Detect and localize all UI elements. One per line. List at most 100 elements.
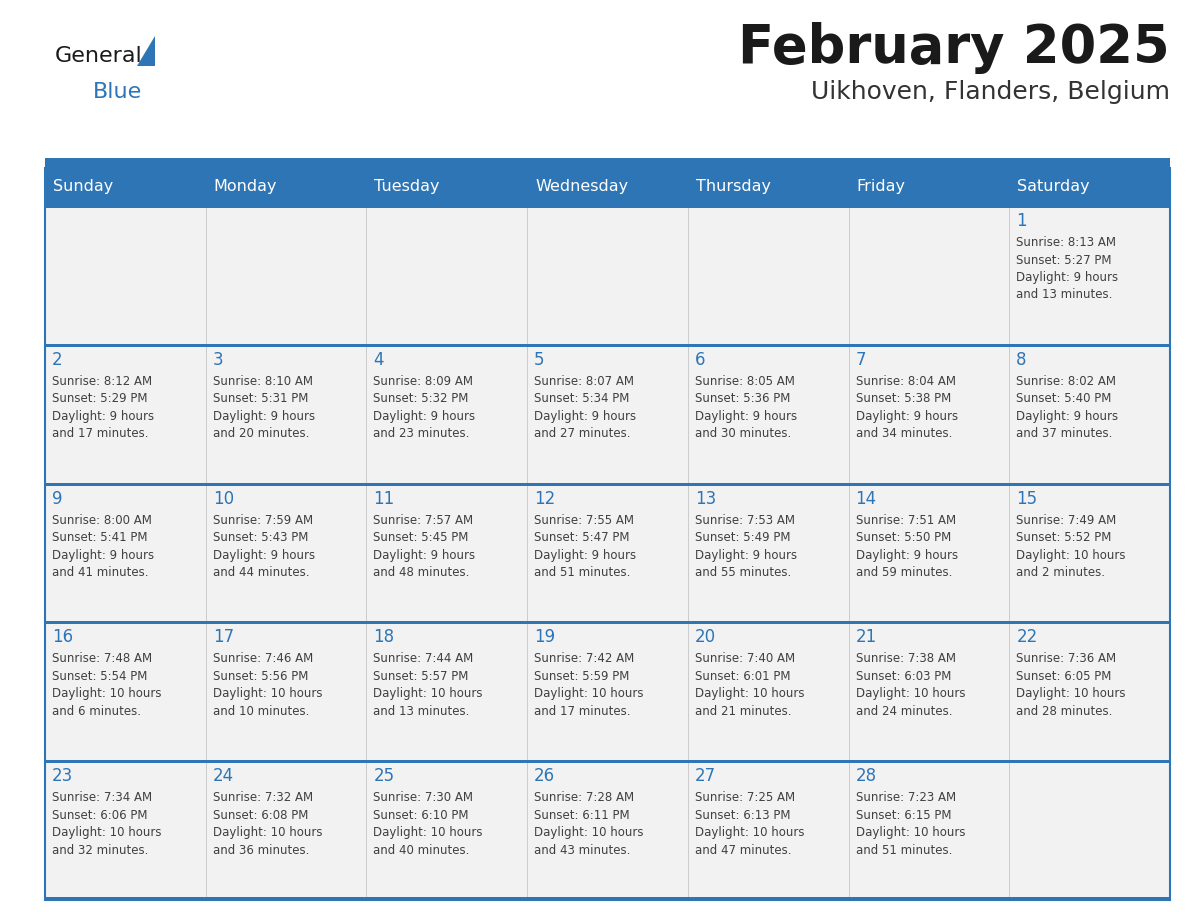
Text: Sunrise: 7:59 AM: Sunrise: 7:59 AM <box>213 513 312 527</box>
Text: and 40 minutes.: and 40 minutes. <box>373 844 469 856</box>
Text: Sunrise: 8:00 AM: Sunrise: 8:00 AM <box>52 513 152 527</box>
Bar <box>45 897 1170 900</box>
Text: Sunset: 5:52 PM: Sunset: 5:52 PM <box>1016 532 1112 544</box>
Text: Sunset: 6:10 PM: Sunset: 6:10 PM <box>373 809 469 822</box>
Text: Daylight: 10 hours: Daylight: 10 hours <box>213 688 322 700</box>
Text: Sunrise: 7:57 AM: Sunrise: 7:57 AM <box>373 513 474 527</box>
Text: Sunset: 5:40 PM: Sunset: 5:40 PM <box>1016 392 1112 406</box>
Text: Daylight: 9 hours: Daylight: 9 hours <box>373 409 475 423</box>
Bar <box>366 206 527 345</box>
Text: and 28 minutes.: and 28 minutes. <box>1016 705 1113 718</box>
Text: Sunday: Sunday <box>53 180 113 195</box>
Bar <box>366 622 527 761</box>
Text: Sunrise: 7:55 AM: Sunrise: 7:55 AM <box>535 513 634 527</box>
Bar <box>45 483 1170 486</box>
Text: 15: 15 <box>1016 489 1037 508</box>
Bar <box>45 622 206 761</box>
Text: 14: 14 <box>855 489 877 508</box>
Bar <box>206 484 366 622</box>
Text: 28: 28 <box>855 767 877 785</box>
Text: 19: 19 <box>535 629 555 646</box>
Bar <box>45 344 1170 347</box>
Text: Sunrise: 7:30 AM: Sunrise: 7:30 AM <box>373 791 474 804</box>
Bar <box>45 158 1170 168</box>
Text: and 37 minutes.: and 37 minutes. <box>1016 427 1113 441</box>
Text: and 32 minutes.: and 32 minutes. <box>52 844 148 856</box>
Bar <box>1010 206 1170 345</box>
Bar <box>527 345 688 484</box>
Text: Sunrise: 8:05 AM: Sunrise: 8:05 AM <box>695 375 795 387</box>
Text: Daylight: 10 hours: Daylight: 10 hours <box>213 826 322 839</box>
Text: and 20 minutes.: and 20 minutes. <box>213 427 309 441</box>
Text: Sunrise: 8:10 AM: Sunrise: 8:10 AM <box>213 375 312 387</box>
Bar <box>688 761 848 900</box>
Text: Daylight: 9 hours: Daylight: 9 hours <box>855 549 958 562</box>
Bar <box>1010 168 1170 206</box>
Text: and 13 minutes.: and 13 minutes. <box>1016 288 1113 301</box>
Text: Sunrise: 7:51 AM: Sunrise: 7:51 AM <box>855 513 955 527</box>
Text: and 48 minutes.: and 48 minutes. <box>373 566 469 579</box>
Text: Sunrise: 7:48 AM: Sunrise: 7:48 AM <box>52 653 152 666</box>
Text: Daylight: 10 hours: Daylight: 10 hours <box>52 688 162 700</box>
Text: 7: 7 <box>855 351 866 369</box>
Text: Wednesday: Wednesday <box>535 180 628 195</box>
Polygon shape <box>137 36 154 66</box>
Text: Sunrise: 7:42 AM: Sunrise: 7:42 AM <box>535 653 634 666</box>
Bar <box>848 622 1010 761</box>
Text: 24: 24 <box>213 767 234 785</box>
Text: and 51 minutes.: and 51 minutes. <box>855 844 952 856</box>
Text: Sunrise: 7:25 AM: Sunrise: 7:25 AM <box>695 791 795 804</box>
Bar <box>45 168 206 206</box>
Text: Sunset: 5:27 PM: Sunset: 5:27 PM <box>1016 253 1112 266</box>
Text: Daylight: 9 hours: Daylight: 9 hours <box>52 549 154 562</box>
Text: Sunrise: 7:53 AM: Sunrise: 7:53 AM <box>695 513 795 527</box>
Text: Sunrise: 8:09 AM: Sunrise: 8:09 AM <box>373 375 474 387</box>
Text: and 59 minutes.: and 59 minutes. <box>855 566 952 579</box>
Text: and 2 minutes.: and 2 minutes. <box>1016 566 1105 579</box>
Text: Daylight: 9 hours: Daylight: 9 hours <box>695 549 797 562</box>
Text: 26: 26 <box>535 767 555 785</box>
Text: Blue: Blue <box>93 82 143 102</box>
Bar <box>45 205 1170 208</box>
Text: Sunset: 5:31 PM: Sunset: 5:31 PM <box>213 392 308 406</box>
Text: Friday: Friday <box>857 180 905 195</box>
Text: February 2025: February 2025 <box>739 22 1170 74</box>
Text: 6: 6 <box>695 351 706 369</box>
Bar <box>688 168 848 206</box>
Text: 1: 1 <box>1016 212 1026 230</box>
Bar <box>1010 484 1170 622</box>
Bar <box>45 760 1170 763</box>
Text: Daylight: 10 hours: Daylight: 10 hours <box>52 826 162 839</box>
Text: Sunset: 6:11 PM: Sunset: 6:11 PM <box>535 809 630 822</box>
Text: Daylight: 10 hours: Daylight: 10 hours <box>535 826 644 839</box>
Text: Daylight: 10 hours: Daylight: 10 hours <box>695 826 804 839</box>
Bar <box>206 761 366 900</box>
Text: Sunset: 5:49 PM: Sunset: 5:49 PM <box>695 532 790 544</box>
Bar <box>688 622 848 761</box>
Text: Sunrise: 7:36 AM: Sunrise: 7:36 AM <box>1016 653 1117 666</box>
Text: Sunset: 5:56 PM: Sunset: 5:56 PM <box>213 670 308 683</box>
Text: and 30 minutes.: and 30 minutes. <box>695 427 791 441</box>
Text: 2: 2 <box>52 351 63 369</box>
Text: Sunrise: 8:02 AM: Sunrise: 8:02 AM <box>1016 375 1117 387</box>
Bar <box>366 761 527 900</box>
Text: 4: 4 <box>373 351 384 369</box>
Text: and 47 minutes.: and 47 minutes. <box>695 844 791 856</box>
Text: Daylight: 10 hours: Daylight: 10 hours <box>373 826 484 839</box>
Text: Daylight: 10 hours: Daylight: 10 hours <box>695 688 804 700</box>
Text: 22: 22 <box>1016 629 1037 646</box>
Bar <box>688 345 848 484</box>
Bar <box>848 761 1010 900</box>
Text: Sunrise: 8:04 AM: Sunrise: 8:04 AM <box>855 375 955 387</box>
Bar <box>688 206 848 345</box>
Bar <box>1010 345 1170 484</box>
Text: 20: 20 <box>695 629 716 646</box>
Text: 10: 10 <box>213 489 234 508</box>
Bar <box>688 484 848 622</box>
Bar <box>45 168 1170 900</box>
Text: and 13 minutes.: and 13 minutes. <box>373 705 469 718</box>
Text: Daylight: 9 hours: Daylight: 9 hours <box>52 409 154 423</box>
Bar <box>1010 761 1170 900</box>
Text: Sunset: 5:45 PM: Sunset: 5:45 PM <box>373 532 469 544</box>
Text: 25: 25 <box>373 767 394 785</box>
